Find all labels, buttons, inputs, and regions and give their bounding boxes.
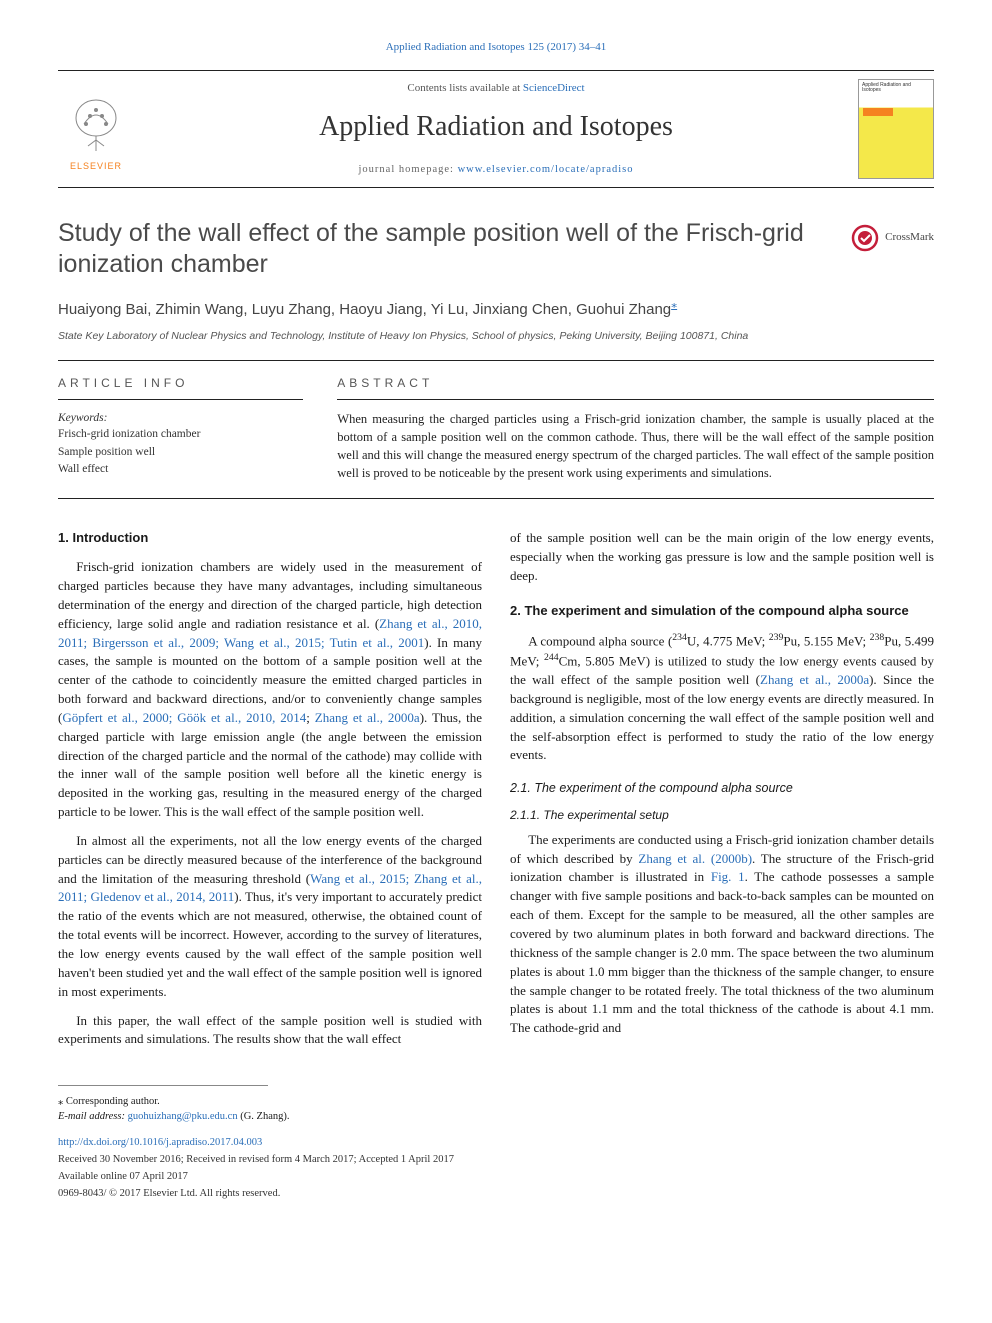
citation-link[interactable]: Zhang et al., 2000a xyxy=(315,710,420,725)
citation-link[interactable]: Zhang et al., 2000a xyxy=(760,672,869,687)
affiliation: State Key Laboratory of Nuclear Physics … xyxy=(58,329,934,344)
authors-text: Huaiyong Bai, Zhimin Wang, Luyu Zhang, H… xyxy=(58,301,671,318)
divider xyxy=(58,360,934,361)
corresponding-email-link[interactable]: guohuizhang@pku.edu.cn xyxy=(128,1111,238,1122)
cover-strip xyxy=(863,108,893,116)
isotope-sup: 244 xyxy=(544,652,559,663)
paragraph: In almost all the experiments, not all t… xyxy=(58,832,482,1002)
article-info-heading: ARTICLE INFO xyxy=(58,375,303,392)
contents-available-line: Contents lists available at ScienceDirec… xyxy=(148,81,844,97)
crossmark-icon xyxy=(851,224,879,252)
citation-link[interactable]: Zhang et al. (2000b) xyxy=(638,851,752,866)
footer-rule xyxy=(58,1085,268,1086)
journal-cover-thumbnail: Applied Radiation and Isotopes xyxy=(858,79,934,179)
section-2-title: 2. The experiment and simulation of the … xyxy=(510,602,934,621)
journal-header: ELSEVIER Contents lists available at Sci… xyxy=(58,70,934,188)
corresponding-author-note: ⁎ Corresponding author. E-mail address: … xyxy=(58,1094,934,1124)
abstract-rule xyxy=(337,399,934,400)
crossmark-badge[interactable]: CrossMark xyxy=(851,224,934,252)
keywords-label: Keywords: xyxy=(58,410,303,427)
keyword-item: Wall effect xyxy=(58,461,303,478)
right-column: of the sample position well can be the m… xyxy=(510,529,934,1059)
text-run: A compound alpha source ( xyxy=(528,633,672,648)
homepage-prefix: journal homepage: xyxy=(359,164,458,175)
header-center: Contents lists available at ScienceDirec… xyxy=(148,81,844,177)
elsevier-brand-text: ELSEVIER xyxy=(70,160,122,173)
paragraph: In this paper, the wall effect of the sa… xyxy=(58,1012,482,1050)
paragraph-continuation: of the sample position well can be the m… xyxy=(510,529,934,586)
subsubsection-2-1-1-title: 2.1.1. The experimental setup xyxy=(510,807,934,824)
text-run: U, 4.775 MeV; xyxy=(687,633,769,648)
subsection-2-1-title: 2.1. The experiment of the compound alph… xyxy=(510,779,934,797)
keyword-item: Frisch-grid ionization chamber xyxy=(58,426,303,443)
article-title: Study of the wall effect of the sample p… xyxy=(58,218,837,281)
text-run: ). Thus, it's very important to accurate… xyxy=(58,889,482,998)
elsevier-logo: ELSEVIER xyxy=(58,85,134,173)
corr-label: ⁎ Corresponding author. xyxy=(58,1096,160,1107)
info-rule xyxy=(58,399,303,400)
abstract-column: ABSTRACT When measuring the charged part… xyxy=(337,375,934,482)
paragraph: A compound alpha source (234U, 4.775 MeV… xyxy=(510,631,934,766)
isotope-sup: 238 xyxy=(870,632,885,643)
corresponding-author-marker[interactable]: ⁎ xyxy=(671,297,677,311)
keyword-item: Sample position well xyxy=(58,444,303,461)
isotope-sup: 239 xyxy=(769,632,784,643)
figure-link[interactable]: Fig. 1 xyxy=(711,869,745,884)
body-columns: 1. Introduction Frisch-grid ionization c… xyxy=(58,529,934,1059)
copyright-line: 0969-8043/ © 2017 Elsevier Ltd. All righ… xyxy=(58,1186,934,1201)
available-online: Available online 07 April 2017 xyxy=(58,1169,934,1184)
text-run: Pu, 5.155 MeV; xyxy=(783,633,869,648)
article-info-column: ARTICLE INFO Keywords: Frisch-grid ioniz… xyxy=(58,375,303,482)
text-run: ; xyxy=(306,710,315,725)
elsevier-tree-icon xyxy=(66,96,126,156)
crossmark-label: CrossMark xyxy=(885,230,934,246)
abstract-text: When measuring the charged particles usi… xyxy=(337,410,934,483)
sciencedirect-link[interactable]: ScienceDirect xyxy=(523,82,585,94)
text-run: . The cathode possesses a sample changer… xyxy=(510,869,934,1035)
paragraph: Frisch-grid ionization chambers are wide… xyxy=(58,558,482,822)
text-run: ). Thus, the charged particle with large… xyxy=(58,710,482,819)
paragraph: The experiments are conducted using a Fr… xyxy=(510,831,934,1038)
abstract-heading: ABSTRACT xyxy=(337,375,934,392)
author-list: Huaiyong Bai, Zhimin Wang, Luyu Zhang, H… xyxy=(58,296,934,321)
isotope-sup: 234 xyxy=(672,632,687,643)
article-history: Received 30 November 2016; Received in r… xyxy=(58,1152,934,1167)
contents-prefix: Contents lists available at xyxy=(407,82,522,94)
citation-link[interactable]: Göpfert et al., 2000; Göök et al., 2010,… xyxy=(62,710,306,725)
left-column: 1. Introduction Frisch-grid ionization c… xyxy=(58,529,482,1059)
journal-name: Applied Radiation and Isotopes xyxy=(148,107,844,148)
email-suffix: (G. Zhang). xyxy=(238,1111,290,1122)
journal-homepage-link[interactable]: www.elsevier.com/locate/apradiso xyxy=(458,164,634,175)
top-reference: Applied Radiation and Isotopes 125 (2017… xyxy=(58,40,934,56)
doi-link[interactable]: http://dx.doi.org/10.1016/j.apradiso.201… xyxy=(58,1135,934,1150)
cover-title-text: Applied Radiation and Isotopes xyxy=(859,80,933,97)
section-1-title: 1. Introduction xyxy=(58,529,482,548)
email-label: E-mail address: xyxy=(58,1111,128,1122)
journal-homepage-line: journal homepage: www.elsevier.com/locat… xyxy=(148,162,844,177)
